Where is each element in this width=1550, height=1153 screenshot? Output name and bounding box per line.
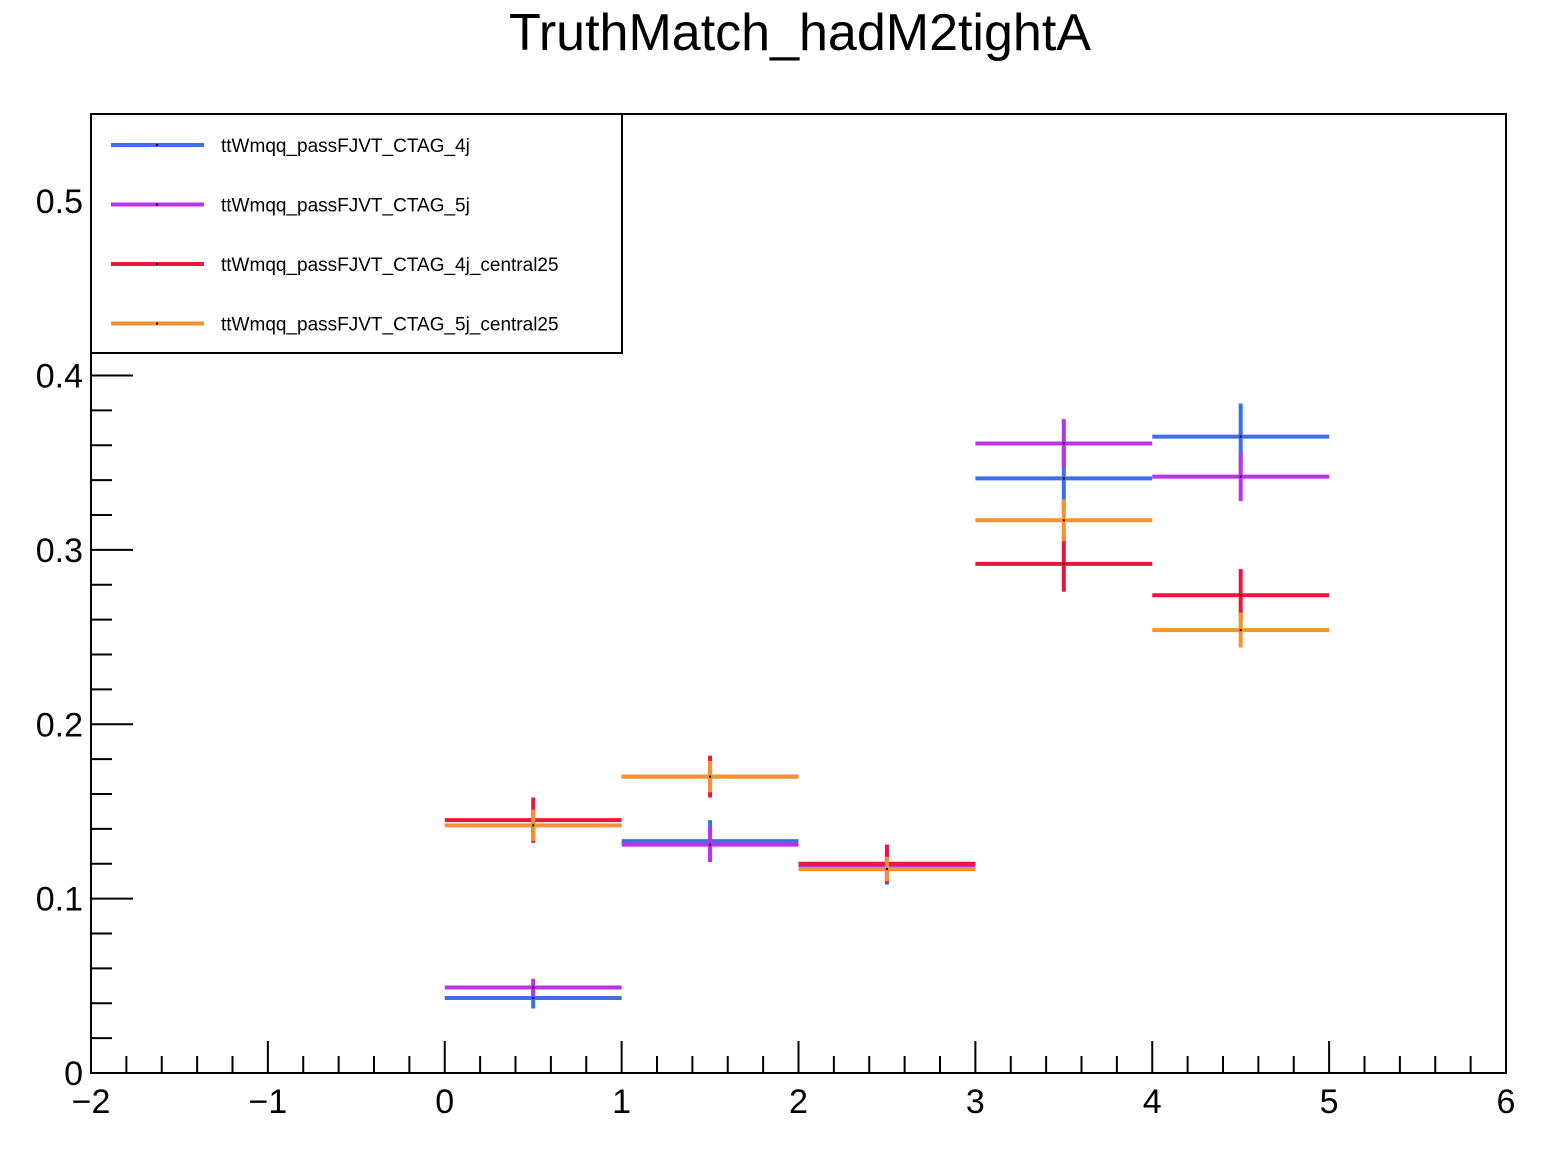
- data-point-marker: [1239, 594, 1242, 597]
- legend-label-2: ttWmqq_passFJVT_CTAG_5j: [221, 196, 470, 217]
- data-point-marker: [1062, 519, 1065, 522]
- legend: ttWmqq_passFJVT_CTAG_4j ttWmqq_passFJVT_C…: [90, 113, 623, 354]
- x-tick-label: −1: [248, 1083, 287, 1121]
- data-point-marker: [1062, 477, 1065, 480]
- axes-layer: −2 −1 0 1 2 3 4 5 6 0 0.1 0.2 0.3 0.4 0.5: [36, 113, 1516, 1121]
- data-point-marker: [1062, 562, 1065, 565]
- series-2: [444, 419, 1330, 997]
- data-point-marker: [1239, 629, 1242, 632]
- legend-swatch-marker: [156, 203, 158, 206]
- data-point-marker: [885, 867, 888, 870]
- data-point-marker: [1239, 475, 1242, 478]
- legend-box: [90, 113, 623, 354]
- legend-swatch-marker: [156, 144, 158, 146]
- data-point-marker: [1239, 435, 1242, 438]
- y-tick-label: 0.3: [36, 532, 83, 570]
- legend-label-3: ttWmqq_passFJVT_CTAG_4j_central25: [221, 255, 559, 276]
- data-point-marker: [532, 986, 535, 989]
- x-tick-label: 3: [966, 1083, 985, 1121]
- legend-swatch-marker: [156, 322, 158, 325]
- data-point-marker: [532, 997, 535, 1000]
- y-tick-label: 0.2: [36, 706, 83, 744]
- y-tick-label: 0.4: [36, 358, 83, 396]
- data-point-marker: [709, 843, 712, 846]
- series-1: [444, 403, 1330, 1009]
- data-point-marker: [1062, 442, 1065, 445]
- y-tick-label: 0.5: [36, 183, 83, 221]
- legend-label-4: ttWmqq_passFJVT_CTAG_5j_central25: [221, 315, 559, 336]
- data-point-marker: [532, 824, 535, 827]
- x-tick-label: 5: [1320, 1083, 1339, 1121]
- x-tick-label: 1: [612, 1083, 631, 1121]
- legend-label-1: ttWmqq_passFJVT_CTAG_4j: [221, 136, 470, 157]
- data-point-marker: [709, 775, 712, 778]
- series-4: [444, 499, 1330, 882]
- legend-swatch-marker: [156, 263, 158, 265]
- chart-title: TruthMatch_hadM2tightA: [509, 4, 1091, 62]
- y-tick-label: 0.1: [36, 881, 83, 919]
- x-tick-label: 6: [1497, 1083, 1516, 1121]
- x-tick-label: −2: [72, 1083, 111, 1121]
- x-tick-label: 2: [789, 1083, 808, 1121]
- series-3: [444, 535, 1330, 883]
- y-tick-label: 0: [64, 1055, 83, 1093]
- x-tick-label: 0: [435, 1083, 454, 1121]
- data-layer: [444, 403, 1330, 1009]
- x-tick-label: 4: [1143, 1083, 1162, 1121]
